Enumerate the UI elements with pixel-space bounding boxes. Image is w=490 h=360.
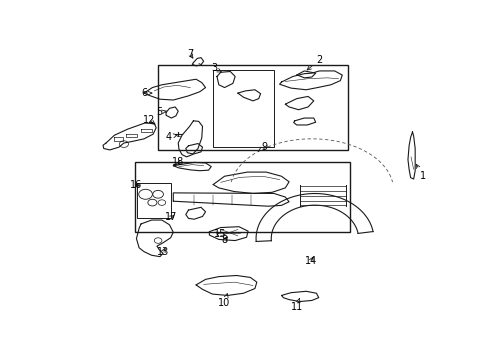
Text: 6: 6 (141, 88, 152, 98)
Text: 10: 10 (219, 293, 231, 308)
Text: 14: 14 (305, 256, 317, 266)
Text: 4: 4 (165, 132, 177, 142)
Bar (135, 162, 350, 232)
Text: 16: 16 (130, 180, 142, 190)
Text: 17: 17 (165, 212, 177, 222)
Text: 9: 9 (258, 142, 268, 152)
Text: 18: 18 (172, 157, 184, 167)
Text: 2: 2 (307, 55, 322, 70)
Text: 1: 1 (416, 164, 426, 181)
Bar (213, 69, 274, 147)
Text: 8: 8 (221, 235, 227, 245)
Bar (137, 183, 172, 218)
Text: 13: 13 (157, 247, 169, 257)
Text: 15: 15 (214, 229, 226, 239)
Text: 3: 3 (211, 63, 221, 73)
Text: 5: 5 (156, 108, 167, 117)
Text: 12: 12 (143, 115, 155, 125)
Text: 7: 7 (187, 49, 194, 59)
Bar (158, 66, 348, 150)
Text: 11: 11 (291, 298, 303, 311)
